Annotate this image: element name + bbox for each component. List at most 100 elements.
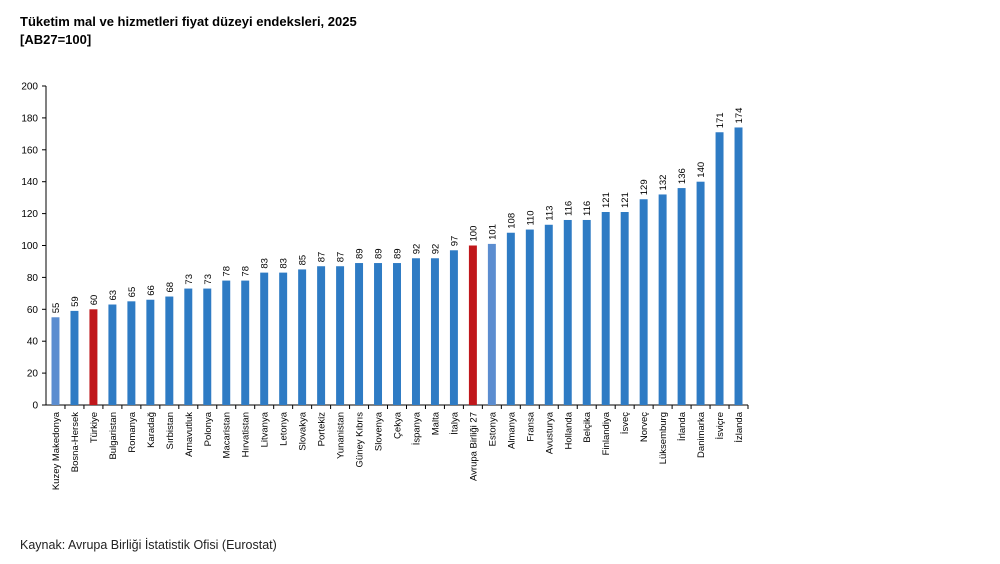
chart-title: Tüketim mal ve hizmetleri fiyat düzeyi e… <box>20 14 357 29</box>
bar <box>317 266 326 405</box>
category-label: Portekiz <box>317 412 328 447</box>
bar <box>146 299 155 405</box>
bar <box>468 245 477 405</box>
bar-chart: 0 20 40 60 80 100 120 140 160 180 200 55 Kuzey Maked… <box>21 82 749 490</box>
data-label: 121 <box>620 192 631 208</box>
category-label: Almanya <box>506 411 517 449</box>
bar <box>506 232 515 405</box>
bar <box>658 194 667 405</box>
y-tick-label: 180 <box>21 113 38 124</box>
data-label: 85 <box>298 255 309 266</box>
data-label: 113 <box>544 206 555 221</box>
category-label: İtalya <box>449 411 460 434</box>
data-label: 73 <box>203 274 214 285</box>
data-label: 89 <box>393 248 404 259</box>
y-tick-label: 40 <box>27 337 39 348</box>
category-label: Yunanistan <box>336 412 347 459</box>
bar <box>165 296 174 405</box>
data-label: 129 <box>639 179 650 195</box>
data-label: 78 <box>241 266 252 277</box>
bar <box>51 317 60 405</box>
category-label: Bulgaristan <box>108 412 119 460</box>
data-label: 108 <box>506 213 517 229</box>
data-label: 171 <box>715 112 726 128</box>
category-label: Belçika <box>582 411 593 442</box>
data-label: 63 <box>108 290 119 301</box>
data-label: 89 <box>374 248 385 259</box>
category-label: İzlanda <box>734 411 745 442</box>
category-label: Slovenya <box>374 411 385 451</box>
bar <box>108 304 117 405</box>
data-label: 60 <box>89 295 100 306</box>
category-label: Avrupa Birliği 27 <box>468 412 479 481</box>
data-label: 66 <box>146 285 157 296</box>
bar <box>696 181 705 405</box>
category-label: Arnavutluk <box>184 412 195 457</box>
bar <box>393 263 401 405</box>
category-label: İsviçre <box>715 412 726 439</box>
data-label: 78 <box>222 266 233 277</box>
chart-title-block: Tüketim mal ve hizmetleri fiyat düzeyi e… <box>20 13 357 49</box>
category-label: İsveç <box>620 412 631 434</box>
data-label: 97 <box>449 236 460 247</box>
data-label: 132 <box>658 175 669 191</box>
bar <box>430 258 439 405</box>
category-label: Bosna-Hersek <box>70 412 81 472</box>
category-label: Hırvatistan <box>241 412 252 457</box>
data-label: 55 <box>51 303 62 314</box>
data-label: 92 <box>430 244 441 255</box>
category-label: Lüksemburg <box>658 412 669 464</box>
category-label: Avusturya <box>544 411 555 454</box>
data-label: 100 <box>468 226 479 242</box>
category-label: Sırbistan <box>165 412 176 450</box>
category-label: Macaristan <box>222 412 233 458</box>
bar <box>222 280 231 405</box>
category-label: İspanya <box>411 411 422 445</box>
data-label: 89 <box>355 248 366 259</box>
bar <box>487 243 496 405</box>
bar <box>355 263 364 405</box>
category-label: Litvanya <box>260 411 271 447</box>
bar <box>336 266 345 405</box>
data-label: 73 <box>184 274 195 285</box>
data-label: 116 <box>563 201 574 216</box>
bar <box>127 301 136 405</box>
category-label: İrlanda <box>677 411 688 441</box>
data-label: 83 <box>279 258 290 269</box>
bar <box>620 212 629 405</box>
data-label: 116 <box>582 201 593 216</box>
data-label: 140 <box>696 162 707 178</box>
category-label: Çekya <box>393 411 404 439</box>
data-label: 101 <box>487 224 498 240</box>
y-tick-label: 60 <box>27 305 39 316</box>
bar <box>715 132 724 405</box>
category-label: Danimarka <box>696 411 707 458</box>
data-label: 110 <box>525 210 536 225</box>
data-label: 59 <box>70 296 81 307</box>
category-label: Türkiye <box>89 412 100 443</box>
category-label: Güney Kıbrıs <box>355 412 366 468</box>
bar <box>89 309 98 405</box>
data-label: 174 <box>734 108 745 124</box>
bar <box>601 212 610 405</box>
bar <box>525 229 534 405</box>
data-label: 121 <box>601 192 612 208</box>
y-tick-label: 20 <box>27 369 39 380</box>
bar <box>184 288 193 405</box>
category-label: Malta <box>430 411 441 435</box>
bar <box>677 188 686 405</box>
category-label: Slovakya <box>298 411 309 450</box>
category-label: Estonya <box>487 411 498 446</box>
y-tick-label: 140 <box>21 177 38 188</box>
y-tick-label: 200 <box>21 82 38 93</box>
data-label: 68 <box>165 282 176 293</box>
y-tick-label: 160 <box>21 145 38 156</box>
data-label: 92 <box>411 244 422 255</box>
bar <box>449 250 458 405</box>
category-label: Letonya <box>279 411 290 446</box>
chart-subtitle: [AB27=100] <box>20 32 92 47</box>
source-note: Kaynak: Avrupa Birliği İstatistik Ofisi … <box>20 538 277 552</box>
bar <box>563 219 572 405</box>
bar <box>411 258 420 405</box>
data-label: 87 <box>317 252 328 263</box>
